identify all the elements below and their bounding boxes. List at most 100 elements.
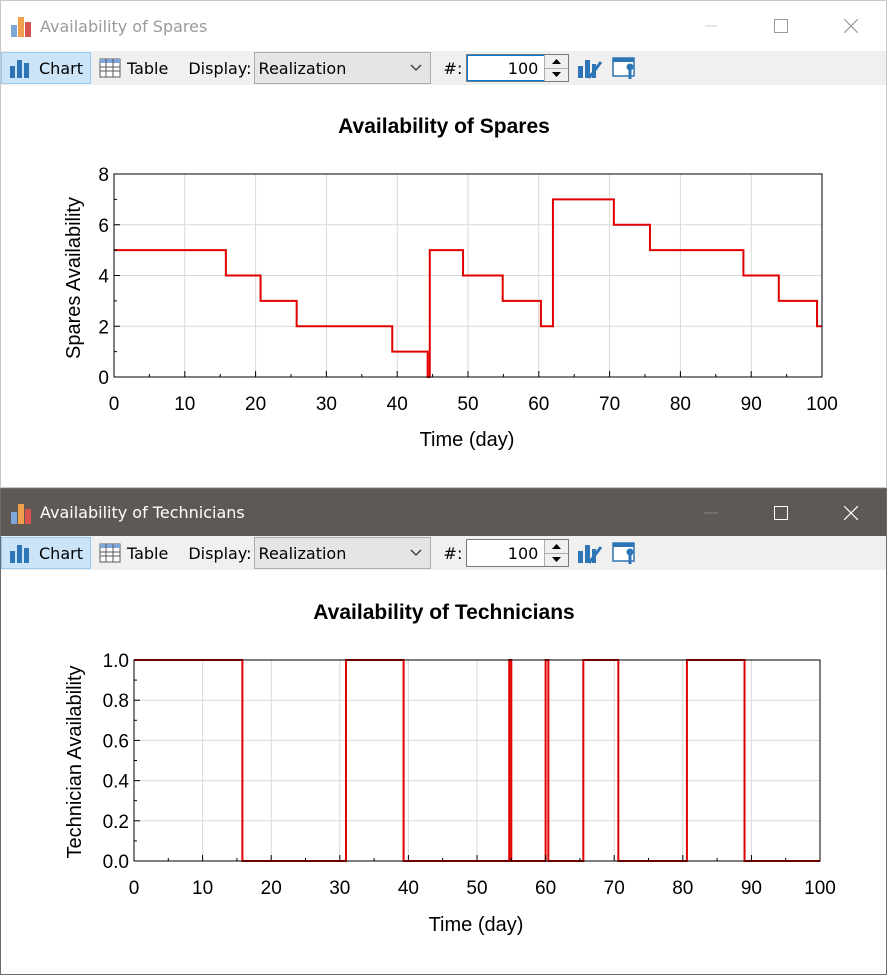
realization-number-input[interactable]: 100 [467, 55, 545, 81]
display-value: Realization [258, 543, 347, 563]
technicians-chart-window: Availability of Technicians Chart Table … [0, 488, 887, 975]
x-tick-label: 80 [672, 878, 693, 899]
close-icon [844, 19, 858, 33]
window-settings-icon [612, 57, 636, 79]
window-settings-icon [612, 542, 636, 564]
series-line [114, 198, 822, 378]
x-axis-label: Time (day) [420, 429, 515, 451]
minimize-icon [705, 25, 717, 27]
chart-view-button[interactable]: Chart [1, 537, 91, 569]
maximize-icon [774, 505, 788, 520]
bar-chart-icon [10, 545, 29, 563]
display-label: Display: [188, 58, 252, 78]
decrement-button[interactable] [545, 553, 569, 566]
x-tick-label: 30 [329, 878, 350, 899]
y-tick-label: 0.2 [103, 812, 129, 833]
arrow-down-icon [552, 72, 562, 78]
chart-title: Availability of Technicians [313, 601, 574, 624]
table-view-label: Table [126, 58, 169, 78]
x-tick-label: 90 [741, 878, 762, 899]
maximize-button[interactable] [746, 489, 816, 536]
window-title: Availability of Technicians [40, 503, 245, 522]
increment-button[interactable] [545, 540, 569, 554]
decrement-button[interactable] [545, 68, 569, 81]
x-tick-label: 10 [192, 878, 213, 899]
increment-button[interactable] [545, 55, 569, 69]
x-tick-label: 50 [466, 878, 487, 899]
realization-number-label: #: [443, 543, 463, 563]
arrow-up-icon [552, 58, 562, 64]
x-tick-label: 30 [316, 394, 337, 415]
y-axis-label: Spares Availability [63, 197, 85, 359]
table-icon [99, 58, 121, 78]
spares-availability-chart: Availability of Spares Spares Availabili… [63, 115, 838, 451]
series-line [134, 659, 820, 862]
minimize-icon [704, 512, 718, 513]
y-tick-label: 8 [98, 165, 109, 186]
realization-number-input[interactable]: 100 [507, 544, 539, 563]
x-tick-label: 0 [109, 394, 120, 415]
maximize-button[interactable] [746, 1, 816, 51]
close-icon [844, 505, 858, 520]
bar-chart-icon [10, 60, 29, 78]
x-tick-label: 70 [599, 394, 620, 415]
table-view-button[interactable]: Table [91, 52, 176, 84]
table-view-button[interactable]: Table [91, 537, 176, 569]
chart-toolbar: Chart Table Display: Realization #: 100 [1, 536, 886, 570]
x-tick-label: 70 [604, 878, 625, 899]
app-chart-icon [11, 502, 33, 524]
minimize-button[interactable] [676, 1, 746, 51]
realization-number-stepper[interactable]: 100 [466, 539, 570, 567]
y-tick-label: 0 [98, 368, 109, 389]
spares-chart-window: Availability of Spares Chart Table Displ… [0, 0, 887, 488]
display-dropdown[interactable]: Realization [253, 52, 431, 84]
chart-view-label: Chart [39, 58, 83, 78]
x-tick-label: 60 [528, 394, 549, 415]
realization-number-stepper[interactable]: 100 [466, 54, 570, 82]
chart-area: Availability of Technicians Technician A… [1, 570, 886, 974]
arrow-down-icon [552, 557, 562, 563]
y-tick-label: 2 [98, 317, 109, 338]
realization-number-label: #: [443, 58, 463, 78]
chart-properties-button[interactable] [576, 539, 604, 567]
close-button[interactable] [816, 489, 886, 536]
x-tick-label: 0 [129, 878, 140, 899]
x-tick-label: 100 [804, 878, 836, 899]
table-view-label: Table [126, 543, 169, 563]
close-button[interactable] [816, 1, 886, 51]
window-title: Availability of Spares [40, 16, 208, 36]
x-tick-label: 60 [535, 878, 556, 899]
x-tick-label: 40 [387, 394, 408, 415]
title-bar[interactable]: Availability of Spares [1, 1, 886, 51]
x-axis-label: Time (day) [429, 914, 524, 936]
chart-title: Availability of Spares [338, 115, 550, 138]
display-dropdown[interactable]: Realization [253, 537, 431, 569]
y-tick-label: 1.0 [103, 651, 129, 672]
x-tick-label: 100 [806, 394, 838, 415]
y-tick-label: 0.4 [103, 772, 130, 793]
x-tick-label: 80 [670, 394, 691, 415]
gridlines [133, 659, 821, 862]
chart-toolbar: Chart Table Display: Realization #: 100 [1, 51, 886, 85]
x-tick-label: 90 [741, 394, 762, 415]
y-tick-label: 6 [98, 216, 109, 237]
minimize-button[interactable] [676, 489, 746, 536]
table-icon [99, 543, 121, 563]
technician-availability-chart: Availability of Technicians Technician A… [64, 601, 836, 936]
y-tick-label: 0.8 [103, 691, 129, 712]
y-tick-label: 0.0 [103, 852, 129, 873]
x-tick-label: 50 [457, 394, 478, 415]
title-bar[interactable]: Availability of Technicians [1, 489, 886, 536]
chart-view-button[interactable]: Chart [1, 52, 91, 84]
maximize-icon [774, 19, 788, 33]
chart-properties-button[interactable] [576, 54, 604, 82]
x-tick-label: 10 [174, 394, 195, 415]
x-tick-label: 40 [398, 878, 419, 899]
display-label: Display: [188, 543, 252, 563]
window-settings-button[interactable] [611, 539, 639, 567]
chart-view-label: Chart [39, 543, 83, 563]
chart-area: Availability of Spares Spares Availabili… [1, 85, 886, 487]
window-settings-button[interactable] [611, 54, 639, 82]
chart-properties-icon [578, 545, 603, 564]
arrow-up-icon [552, 543, 562, 549]
